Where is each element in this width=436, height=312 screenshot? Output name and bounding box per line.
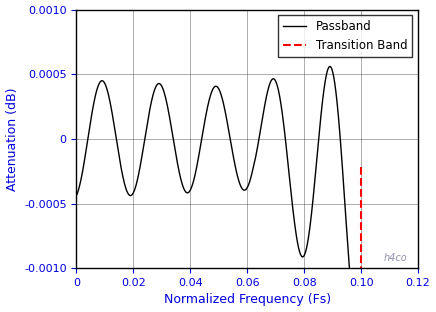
Passband <box>183 190 188 194</box>
Y-axis label: Attenuation (dB): Attenuation (dB) <box>6 87 19 191</box>
Transition Band <box>358 266 364 270</box>
Passband <box>123 186 129 190</box>
Line: Passband: Passband <box>76 66 361 312</box>
Passband <box>322 81 327 85</box>
X-axis label: Normalized Frequency (Fs): Normalized Frequency (Fs) <box>164 294 331 306</box>
Passband <box>195 158 201 162</box>
Legend: Passband, Transition Band: Passband, Transition Band <box>278 16 412 57</box>
Passband <box>74 193 79 197</box>
Text: h4co: h4co <box>384 253 408 263</box>
Passband <box>106 95 112 99</box>
Transition Band <box>358 165 364 169</box>
Passband <box>327 65 333 68</box>
